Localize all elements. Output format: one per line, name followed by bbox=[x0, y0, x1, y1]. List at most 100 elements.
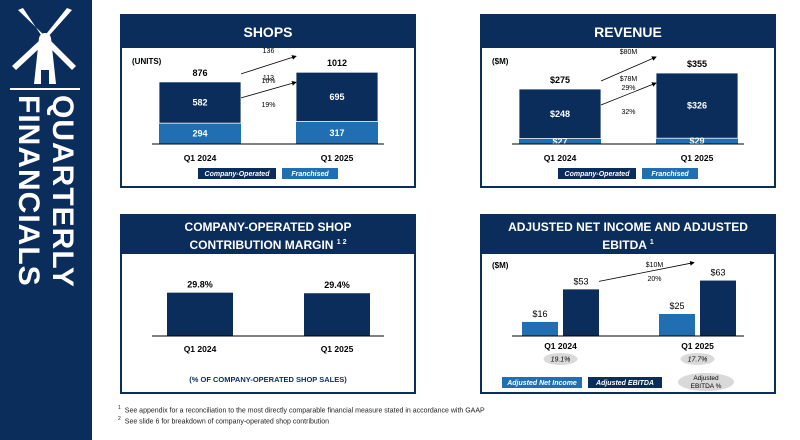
category-label: Q1 2025 bbox=[321, 153, 354, 163]
category-label: Q1 2024 bbox=[544, 153, 577, 163]
growth-value: 113 bbox=[263, 75, 274, 82]
data-label: 29.4% bbox=[324, 280, 350, 290]
data-label: $53 bbox=[573, 276, 588, 286]
legend-label: Company-Operated bbox=[565, 171, 631, 178]
bar-adjusted-ebitda bbox=[700, 280, 736, 336]
growth-value: $80M bbox=[620, 49, 638, 56]
legend-swatch-0 bbox=[198, 168, 276, 179]
logo-divider bbox=[10, 88, 80, 90]
growth-pct: 20% bbox=[647, 276, 661, 283]
bar-franchised bbox=[519, 138, 601, 144]
sidebar: QUARTERLY FINANCIALS bbox=[0, 0, 92, 440]
bar-adjusted-net-income bbox=[522, 321, 558, 336]
data-label: $29 bbox=[689, 136, 704, 146]
footnotes: 1 See appendix for a reconciliation to th… bbox=[118, 404, 485, 427]
legend-label: Adjusted Net Income bbox=[506, 380, 577, 387]
data-label: 29.8% bbox=[187, 280, 213, 290]
legend-label: Franchised bbox=[651, 171, 689, 178]
growth-value: $10M bbox=[646, 262, 664, 269]
legend-swatch-1 bbox=[282, 168, 338, 179]
bar-company-operated bbox=[518, 88, 602, 139]
legend-label: Company-Operated bbox=[205, 171, 271, 178]
bar-adjusted-ebitda bbox=[563, 289, 599, 336]
margin-title-line-1: COMPANY-OPERATED SHOP bbox=[184, 220, 352, 234]
category-label: Q1 2024 bbox=[184, 344, 217, 354]
legend-pill bbox=[678, 373, 734, 391]
growth-arrow bbox=[240, 81, 297, 99]
revenue-panel: REVENUE ($M) $27 $248 $275 Q1 2024 $29 $326 $35… bbox=[480, 14, 776, 188]
bar-adjusted-net-income bbox=[659, 314, 695, 336]
total-label: 876 bbox=[192, 68, 207, 78]
ebitda-margin-label: 19.1% bbox=[551, 357, 571, 364]
shops-panel: SHOPS (UNITS) 294 582 876 Q1 2024 317 695 1012 Q… bbox=[120, 14, 416, 188]
bar-margin bbox=[304, 293, 370, 336]
income-panel: ADJUSTED NET INCOME AND ADJUSTED EBITDA … bbox=[480, 214, 776, 394]
category-label: Q1 2024 bbox=[184, 153, 217, 163]
margin-title-footnote: 1 2 bbox=[336, 239, 347, 246]
revenue-chart: ($M) $27 $248 $275 Q1 2024 $29 $326 $355 Q1 2025… bbox=[492, 49, 744, 179]
category-label: Q1 2025 bbox=[321, 344, 354, 354]
data-label: $27 bbox=[552, 136, 567, 146]
data-label: $326 bbox=[687, 101, 707, 111]
bar-company-operated bbox=[295, 71, 379, 122]
total-label: $355 bbox=[687, 59, 707, 69]
growth-arrow bbox=[600, 82, 657, 106]
legend-label: Franchised bbox=[291, 171, 329, 178]
footnote-2: 2 See slide 6 for breakdown of company-op… bbox=[118, 416, 330, 426]
growth-pct: 29% bbox=[621, 85, 635, 92]
shops-title: SHOPS bbox=[122, 16, 414, 48]
data-label: 294 bbox=[192, 129, 207, 139]
data-label: $248 bbox=[550, 109, 570, 119]
windmill-icon bbox=[12, 8, 76, 84]
revenue-title: REVENUE bbox=[482, 16, 774, 48]
bar-franchised bbox=[296, 121, 378, 144]
category-label: Q1 2025 bbox=[681, 153, 714, 163]
shops-chart: (UNITS) 294 582 876 Q1 2024 317 695 1012 Q1 2025… bbox=[132, 48, 384, 179]
unit-label: ($M) bbox=[492, 261, 509, 270]
legend-swatch-1 bbox=[642, 168, 698, 179]
legend-label: Adjusted bbox=[693, 375, 719, 382]
bar-company-operated bbox=[655, 72, 739, 139]
bar-franchised bbox=[159, 123, 241, 144]
data-label: $63 bbox=[710, 268, 725, 278]
income-title-line-2: EBITDA bbox=[602, 238, 647, 252]
growth-pct: 32% bbox=[621, 109, 635, 116]
ebitda-margin-pill bbox=[543, 353, 578, 365]
growth-arrow bbox=[240, 55, 297, 75]
ebitda-margin-pill bbox=[680, 353, 715, 365]
income-chart: ($M) $16 $53 Q1 2024 19.1% $25 $63 Q1 2025 17.7%… bbox=[492, 260, 744, 391]
category-label: Q1 2025 bbox=[681, 341, 714, 351]
page-title: QUARTERLY FINANCIALS bbox=[12, 95, 79, 288]
total-label: 1012 bbox=[327, 58, 347, 68]
bar-margin bbox=[167, 292, 233, 336]
income-title-footnote: 1 bbox=[649, 239, 654, 246]
income-title-line-1: ADJUSTED NET INCOME AND ADJUSTED bbox=[508, 220, 748, 234]
margin-chart: 29.8% Q1 2024 29.4% Q1 2025 (% OF COMPANY-OP… bbox=[152, 280, 384, 384]
legend-label: EBITDA % bbox=[691, 383, 722, 390]
data-label: 695 bbox=[329, 92, 344, 102]
data-label: 317 bbox=[329, 128, 344, 138]
legend-swatch-0 bbox=[502, 377, 582, 388]
unit-label: ($M) bbox=[492, 57, 509, 66]
category-label: Q1 2024 bbox=[544, 341, 577, 351]
growth-pct: 19% bbox=[261, 102, 275, 109]
growth-value: $78M bbox=[620, 76, 638, 83]
bar-company-operated bbox=[158, 81, 242, 124]
growth-value: 136 bbox=[263, 48, 275, 55]
growth-pct: 16% bbox=[261, 78, 275, 85]
chart-caption: (% OF COMPANY-OPERATED SHOP SALES) bbox=[189, 375, 347, 384]
unit-label: (UNITS) bbox=[132, 57, 162, 66]
data-label: $16 bbox=[532, 309, 547, 319]
data-label: $25 bbox=[669, 301, 684, 311]
legend-swatch-1 bbox=[588, 377, 662, 388]
total-label: $275 bbox=[550, 75, 570, 85]
ebitda-margin-label: 17.7% bbox=[688, 357, 708, 364]
legend-swatch-0 bbox=[558, 168, 636, 179]
margin-title: COMPANY-OPERATED SHOP CONTRIBUTION MARGI… bbox=[122, 216, 414, 254]
footnote-1: 1 See appendix for a reconciliation to th… bbox=[118, 405, 485, 415]
bar-franchised bbox=[656, 138, 738, 144]
margin-panel: COMPANY-OPERATED SHOP CONTRIBUTION MARGI… bbox=[120, 214, 416, 394]
income-title: ADJUSTED NET INCOME AND ADJUSTED EBITDA … bbox=[482, 216, 774, 254]
data-label: 582 bbox=[192, 98, 207, 108]
growth-arrow bbox=[598, 260, 695, 282]
